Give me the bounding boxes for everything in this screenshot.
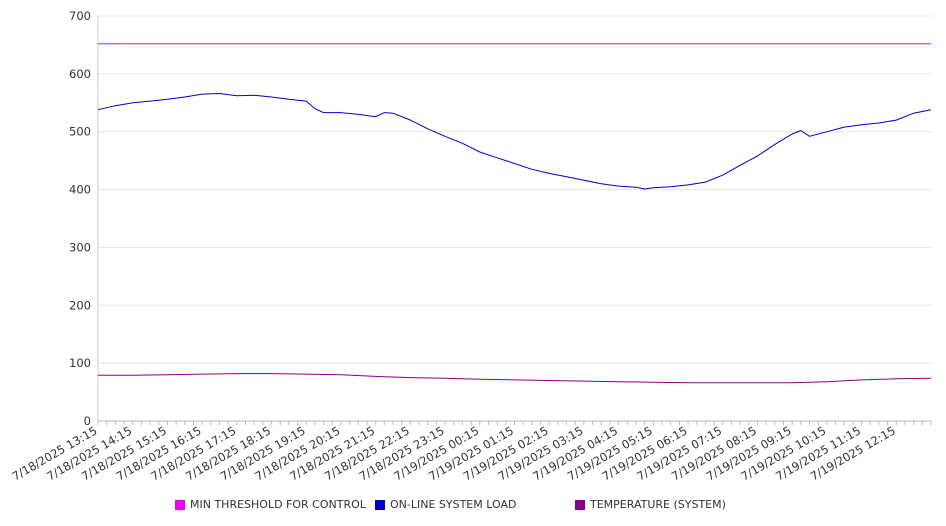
series-line-2 bbox=[98, 373, 932, 384]
legend-item-system-load: ON-LINE SYSTEM LOAD bbox=[375, 498, 516, 511]
x-axis-ticks: 7/18/2025 13:157/18/2025 14:157/18/2025 … bbox=[10, 423, 898, 483]
series-line-1 bbox=[97, 92, 932, 190]
y-tick-label: 400 bbox=[69, 183, 91, 197]
legend-swatch bbox=[175, 499, 185, 510]
y-tick-label: 500 bbox=[69, 125, 91, 139]
legend-item-min-threshold: MIN THRESHOLD FOR CONTROL bbox=[175, 498, 366, 511]
y-tick-label: 200 bbox=[69, 298, 91, 312]
legend-label: MIN THRESHOLD FOR CONTROL bbox=[190, 498, 366, 511]
series-lines bbox=[97, 43, 932, 384]
legend: MIN THRESHOLD FOR CONTROL ON-LINE SYSTEM… bbox=[0, 498, 946, 516]
legend-swatch bbox=[375, 499, 385, 510]
y-tick-label: 0 bbox=[84, 414, 91, 428]
legend-label: TEMPERATURE (SYSTEM) bbox=[590, 498, 726, 511]
gridlines bbox=[98, 15, 931, 364]
y-axis-ticks: 0 100 200 300 400 500 600 700 bbox=[69, 9, 91, 428]
legend-item-temperature: TEMPERATURE (SYSTEM) bbox=[575, 498, 726, 511]
y-tick-label: 700 bbox=[69, 9, 91, 23]
axes bbox=[97, 16, 932, 425]
legend-label: ON-LINE SYSTEM LOAD bbox=[390, 498, 517, 511]
y-tick-label: 300 bbox=[69, 240, 91, 254]
y-tick-label: 600 bbox=[69, 67, 91, 81]
y-tick-label: 100 bbox=[69, 356, 91, 370]
legend-swatch bbox=[575, 499, 585, 510]
